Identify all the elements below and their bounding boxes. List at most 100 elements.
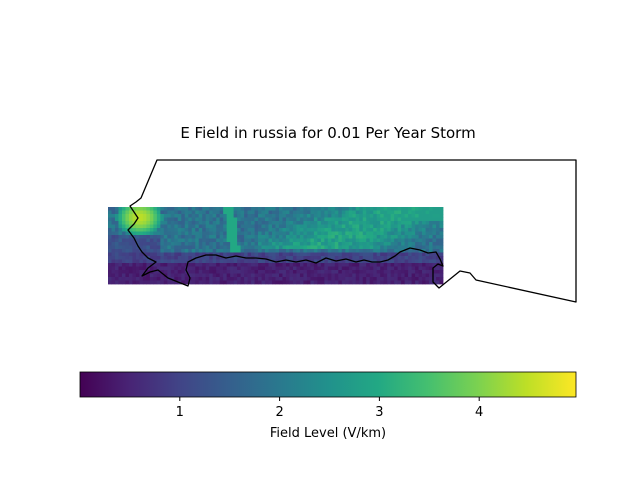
field-cell xyxy=(306,249,311,253)
field-cell xyxy=(167,256,172,260)
field-cell xyxy=(146,238,151,243)
field-cell xyxy=(289,221,294,225)
field-cell xyxy=(212,249,217,253)
field-cell xyxy=(289,270,294,274)
field-cell xyxy=(135,256,140,260)
field-cell xyxy=(135,235,140,239)
field-cell xyxy=(306,207,311,211)
field-cell xyxy=(401,217,406,222)
field-cell xyxy=(160,207,165,211)
field-cell xyxy=(146,252,151,257)
field-cell xyxy=(327,263,332,267)
field-cell xyxy=(237,210,241,215)
field-cell xyxy=(429,217,433,222)
field-cell xyxy=(177,266,182,271)
field-cell xyxy=(181,273,186,278)
field-cell xyxy=(132,235,137,239)
field-cell xyxy=(320,277,325,281)
field-cell xyxy=(436,266,440,271)
field-cell xyxy=(296,231,301,236)
field-cell xyxy=(209,263,214,267)
field-cell xyxy=(373,242,378,246)
field-cell xyxy=(142,214,147,218)
field-cell xyxy=(223,263,228,267)
field-cell xyxy=(401,277,406,281)
field-cell xyxy=(254,280,259,285)
field-cell xyxy=(397,252,402,257)
field-cell xyxy=(359,217,364,222)
field-cell xyxy=(163,259,168,264)
field-cell xyxy=(149,249,154,253)
country-outline xyxy=(127,159,577,303)
field-cell xyxy=(310,217,315,222)
field-cell xyxy=(135,242,140,246)
field-cell xyxy=(310,207,315,211)
field-cell xyxy=(195,210,200,215)
field-cell xyxy=(348,263,353,267)
field-cell xyxy=(163,280,168,285)
field-cell xyxy=(181,228,186,232)
field-cell xyxy=(348,277,353,281)
field-cell xyxy=(128,263,133,267)
field-cell xyxy=(383,277,388,281)
field-cell xyxy=(429,242,433,246)
field-cell xyxy=(387,256,392,260)
field-cell xyxy=(209,214,214,218)
field-cell xyxy=(296,210,301,215)
field-cell xyxy=(331,238,336,243)
field-cell xyxy=(439,280,444,285)
field-cell xyxy=(272,238,276,243)
field-cell xyxy=(114,266,119,271)
field-cell xyxy=(418,256,423,260)
field-cell xyxy=(317,228,322,232)
field-cell xyxy=(132,259,137,264)
field-cell xyxy=(404,270,409,274)
field-cell xyxy=(244,252,248,257)
field-cell xyxy=(254,266,259,271)
field-cell xyxy=(390,238,395,243)
field-cell xyxy=(429,210,433,215)
field-cell xyxy=(331,252,336,257)
field-cell xyxy=(299,263,304,267)
field-cell xyxy=(163,249,168,253)
field-cell xyxy=(139,270,144,274)
field-cell xyxy=(174,231,179,236)
field-cell xyxy=(275,242,280,246)
field-cell xyxy=(275,238,280,243)
field-cell xyxy=(181,249,186,253)
field-cell xyxy=(240,252,245,257)
field-cell xyxy=(167,242,172,246)
colorbar-tick-label: 3 xyxy=(375,405,383,420)
field-cell xyxy=(272,280,276,285)
field-cell xyxy=(362,235,367,239)
field-cell xyxy=(149,273,154,278)
field-cell xyxy=(380,277,385,281)
field-cell xyxy=(191,224,196,229)
field-cell xyxy=(334,280,339,285)
field-cell xyxy=(132,214,137,218)
field-cell xyxy=(432,270,437,274)
field-cell xyxy=(289,228,294,232)
field-cell xyxy=(275,256,280,260)
field-cell xyxy=(296,224,301,229)
field-cell xyxy=(121,224,126,229)
field-cell xyxy=(327,277,332,281)
field-cell xyxy=(261,207,266,211)
field-cell xyxy=(198,252,203,257)
field-cell xyxy=(212,280,217,285)
field-cell xyxy=(146,242,151,246)
field-cell xyxy=(132,266,137,271)
field-cell xyxy=(366,277,371,281)
field-cell xyxy=(355,249,360,253)
field-cell xyxy=(223,280,228,285)
field-cell xyxy=(338,235,343,239)
field-cell xyxy=(359,242,364,246)
field-cell xyxy=(139,252,144,257)
field-cell xyxy=(195,273,200,278)
field-cell xyxy=(355,245,360,250)
field-cell xyxy=(436,217,440,222)
field-cell xyxy=(251,252,255,257)
field-cell xyxy=(366,280,371,285)
field-cell xyxy=(174,259,179,264)
field-cell xyxy=(296,242,301,246)
